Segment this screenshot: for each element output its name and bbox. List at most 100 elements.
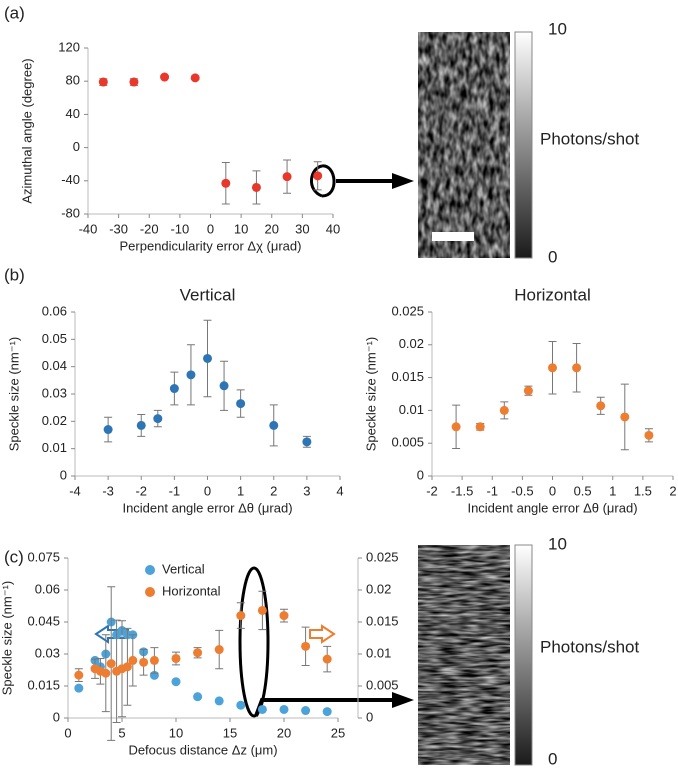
y-tick-label: 0.06	[35, 581, 60, 596]
y-axis-label: Azimuthal angle (degree)	[19, 58, 34, 203]
arrow	[392, 692, 414, 708]
point	[101, 668, 111, 678]
legend-marker	[145, 587, 155, 597]
y-tick-label: -40	[61, 172, 80, 187]
y-tick-label: 0.05	[42, 331, 67, 346]
point	[548, 363, 557, 373]
point	[160, 72, 170, 82]
x-tick-label: 3	[303, 483, 310, 498]
y-tick-label: 0.045	[27, 613, 60, 628]
x-tick-label: -4	[69, 483, 81, 498]
y2-tick-label: 0.02	[366, 581, 391, 596]
x-tick-label: 0	[64, 725, 71, 740]
point	[236, 399, 246, 409]
point	[282, 172, 292, 182]
point	[193, 648, 203, 658]
arrow	[254, 698, 392, 717]
point	[103, 425, 113, 435]
point	[122, 662, 132, 672]
y-tick-label: 0.02	[399, 336, 424, 351]
panel-label: (c)	[4, 547, 24, 566]
point	[219, 381, 229, 391]
y-tick-label: 80	[66, 73, 80, 88]
x-axis-label: Perpendicularity error Δχ (μrad)	[120, 238, 302, 253]
point	[644, 430, 654, 440]
axis-arrow	[309, 624, 336, 644]
y-tick-label: 0	[417, 467, 424, 482]
x-tick-label: 1	[609, 483, 616, 498]
x-tick-label: 25	[331, 725, 345, 740]
x-tick-label: 20	[265, 221, 279, 236]
y-tick-label: 0.01	[42, 440, 67, 455]
y-axis-label: Speckle size (nm⁻¹)	[363, 337, 378, 452]
colorbar-tick-label: 0	[548, 247, 557, 266]
y-tick-label: 0.03	[42, 385, 67, 400]
x-axis-label: Incident angle error Δθ (μrad)	[467, 500, 637, 515]
x-tick-label: -1	[169, 483, 181, 498]
point	[129, 77, 139, 87]
speckle-image	[418, 32, 510, 258]
x-tick-label: -30	[109, 221, 128, 236]
point	[106, 659, 116, 669]
point	[499, 405, 509, 415]
point	[313, 171, 323, 181]
point	[221, 178, 231, 188]
point	[523, 386, 533, 396]
colorbar-label: Photons/shot	[540, 129, 640, 148]
y2-tick-label: 0	[366, 709, 373, 724]
callout	[310, 164, 323, 198]
legend-label: Horizontal	[162, 583, 221, 598]
x-tick-label: -20	[140, 221, 159, 236]
y-tick-label: 0	[73, 139, 80, 154]
x-tick-label: -10	[170, 221, 189, 236]
y-tick-label: 0.015	[27, 677, 60, 692]
y-axis-label: Speckle size (nm⁻¹)	[0, 581, 14, 696]
x-tick-label: -3	[102, 483, 114, 498]
x-tick-label: 40	[326, 221, 340, 236]
colorbar-tick-label: 10	[548, 19, 567, 38]
y2-tick-label: 0.005	[366, 677, 399, 692]
x-tick-label: -1.5	[451, 483, 473, 498]
x-tick-label: -0.5	[511, 483, 533, 498]
y-tick-label: 120	[58, 39, 80, 54]
point	[572, 363, 582, 373]
point	[322, 707, 332, 717]
point	[214, 645, 224, 655]
x-tick-label: 5	[118, 725, 125, 740]
x-tick-label: -2	[426, 483, 438, 498]
y-tick-label: 0	[53, 709, 60, 724]
y-axis-label: Speckle size (nm⁻¹)	[6, 337, 21, 452]
y-tick-label: 0.06	[42, 303, 67, 318]
y-tick-label: -80	[61, 205, 80, 220]
y-tick-label: 0.075	[27, 549, 60, 564]
point	[451, 422, 461, 432]
x-tick-label: 4	[336, 483, 343, 498]
y-tick-label: 0	[60, 467, 67, 482]
point	[236, 700, 246, 710]
x-tick-label: 2	[270, 483, 277, 498]
x-tick-label: 0.5	[574, 483, 592, 498]
x-tick-label: -1	[486, 483, 498, 498]
y-tick-label: 0.025	[391, 303, 424, 318]
colorbar	[514, 31, 533, 259]
x-tick-label: 10	[169, 725, 183, 740]
point	[149, 655, 159, 665]
point	[171, 677, 181, 687]
point	[257, 605, 267, 615]
point	[269, 420, 279, 430]
y-tick-label: 0.04	[42, 358, 67, 373]
callout	[238, 566, 270, 718]
arrow	[392, 173, 414, 189]
point	[190, 73, 200, 83]
y-tick-label: 0.02	[42, 413, 67, 428]
colorbar-tick-label: 10	[548, 534, 567, 553]
x-tick-label: -40	[79, 221, 98, 236]
point	[74, 670, 84, 680]
chart-title: Vertical	[180, 285, 236, 304]
point	[128, 655, 138, 665]
panel-label: (b)	[4, 265, 25, 284]
point	[596, 401, 606, 411]
point	[136, 420, 146, 430]
y-tick-label: 0.01	[399, 402, 424, 417]
